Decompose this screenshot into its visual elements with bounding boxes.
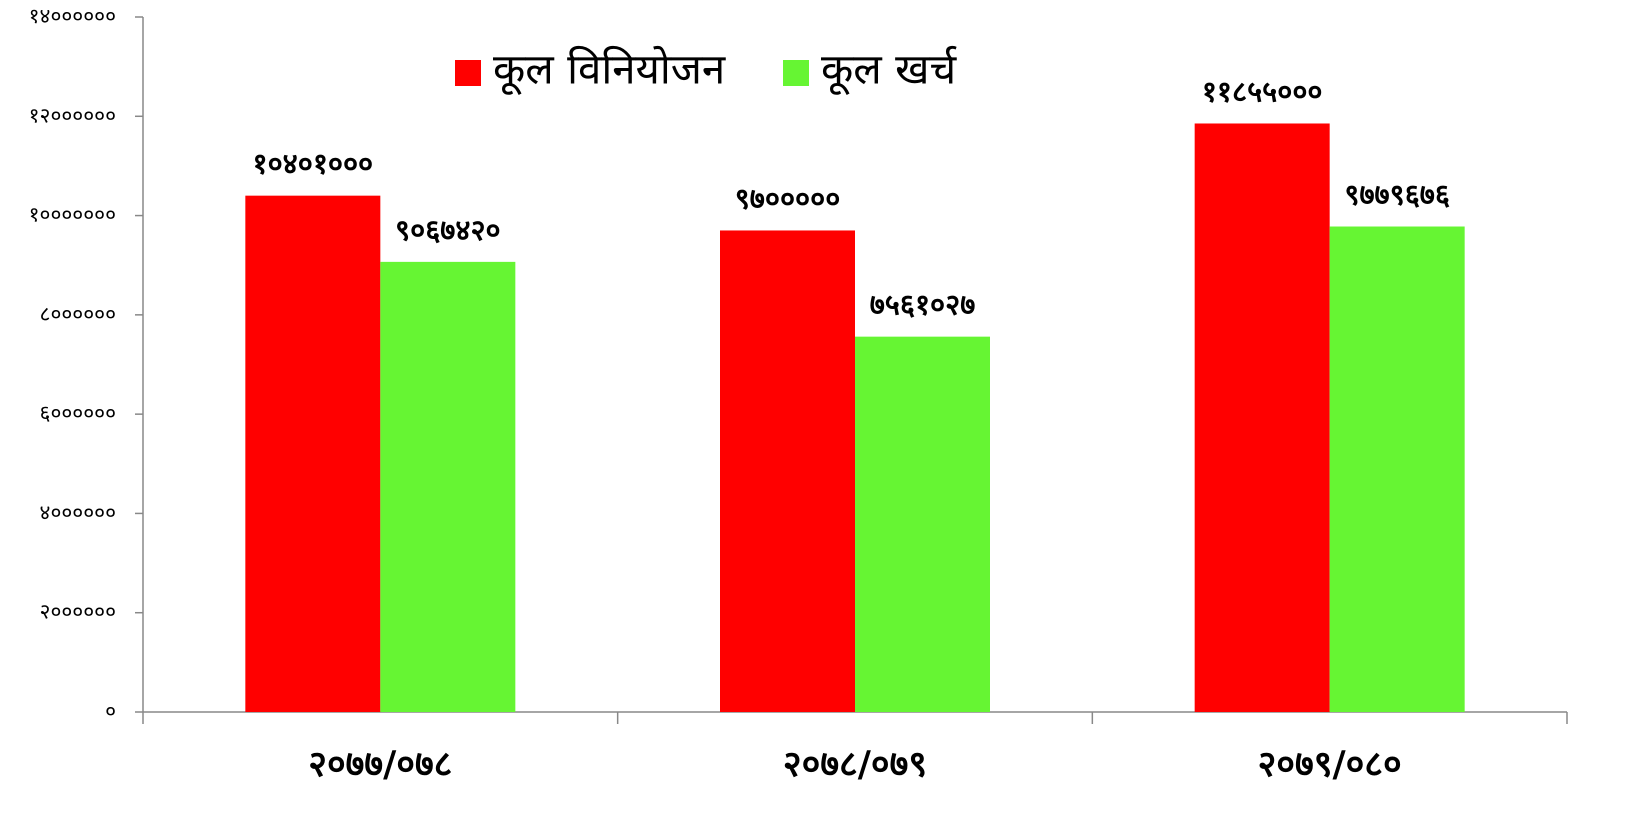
y-tick-label: ० [105, 699, 116, 723]
y-tick-label: १४०००००० [29, 4, 116, 28]
bar [1194, 123, 1330, 712]
bar [1329, 226, 1465, 712]
value-label: ७५६१०२७ [870, 288, 976, 322]
legend-swatch [455, 60, 481, 86]
value-label: ९७००००० [735, 181, 841, 215]
y-tick-label: १२०००००० [29, 103, 116, 127]
value-label: १०४०१००० [253, 147, 374, 181]
legend-label: कूल खर्च [821, 45, 957, 96]
y-tick-label: ४०००००० [40, 500, 116, 524]
legend-label: कूल विनियोजन [493, 45, 726, 96]
y-tick-label: २०००००० [40, 600, 116, 624]
value-label: ९०६७४२० [395, 213, 501, 247]
y-tick-label: १००००००० [29, 203, 116, 227]
y-tick-label: ६०००००० [40, 401, 116, 425]
y-tick-label: ८०००००० [40, 302, 116, 326]
value-label: ११८५५००० [1202, 74, 1323, 108]
bar [380, 261, 516, 712]
x-tick-label: २०७७/०७८ [308, 744, 452, 785]
x-tick-label: २०७८/०७९ [783, 744, 927, 785]
value-label: ९७७९६७६ [1344, 178, 1450, 212]
x-tick-label: २०७९/०८० [1258, 744, 1402, 785]
bar [855, 336, 990, 712]
legend-swatch [783, 60, 809, 86]
bar [720, 230, 855, 712]
bar [245, 195, 381, 712]
